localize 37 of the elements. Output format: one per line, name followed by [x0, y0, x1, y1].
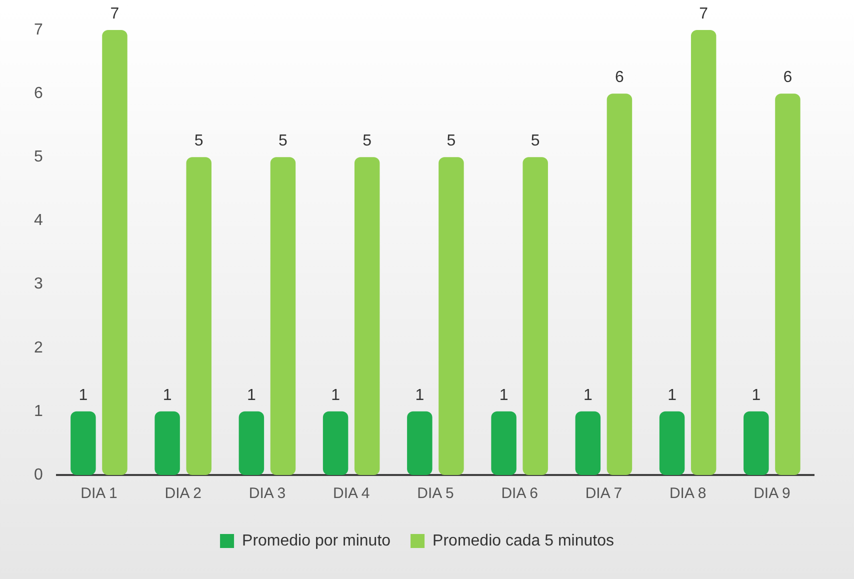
y-tick-label: 7	[34, 21, 43, 38]
y-tick-label: 6	[34, 84, 43, 102]
legend-label: Promedio cada 5 minutos	[432, 532, 614, 550]
data-label: 5	[362, 132, 372, 150]
data-label: 6	[783, 68, 792, 86]
data-label: 1	[668, 386, 677, 404]
data-label: 7	[110, 5, 120, 22]
data-label: 5	[530, 132, 540, 150]
y-tick-label: 5	[34, 148, 43, 166]
legend-label: Promedio por minuto	[242, 532, 391, 550]
data-label: 5	[446, 132, 456, 150]
x-tick-label: DIA 1	[80, 485, 118, 502]
data-label: 1	[415, 386, 424, 404]
data-label: 6	[615, 68, 624, 86]
x-tick-label: DIA 4	[332, 485, 370, 502]
data-label: 1	[246, 386, 256, 404]
y-tick-label: 0	[34, 466, 43, 484]
data-label: 5	[194, 132, 204, 150]
data-label: 1	[78, 386, 88, 404]
data-label: 7	[699, 5, 708, 22]
x-tick-label: DIA 9	[754, 485, 790, 502]
x-tick-label: DIA 2	[164, 485, 202, 502]
y-tick-label: 1	[34, 402, 43, 420]
y-tick-label: 3	[34, 276, 43, 293]
x-tick-label: DIA 7	[585, 485, 622, 502]
data-label: 1	[583, 386, 592, 404]
data-label: 1	[162, 386, 172, 404]
x-tick-label: DIA 3	[248, 485, 286, 502]
x-tick-label: DIA 5	[417, 485, 454, 502]
data-label: 5	[278, 132, 288, 150]
data-label: 1	[752, 386, 761, 404]
data-label: 1	[499, 386, 508, 404]
x-tick-label: DIA 6	[501, 485, 538, 502]
data-label: 1	[331, 386, 340, 404]
y-tick-label: 2	[34, 339, 43, 356]
y-tick-label: 4	[34, 212, 43, 230]
x-tick-label: DIA 8	[669, 485, 706, 502]
